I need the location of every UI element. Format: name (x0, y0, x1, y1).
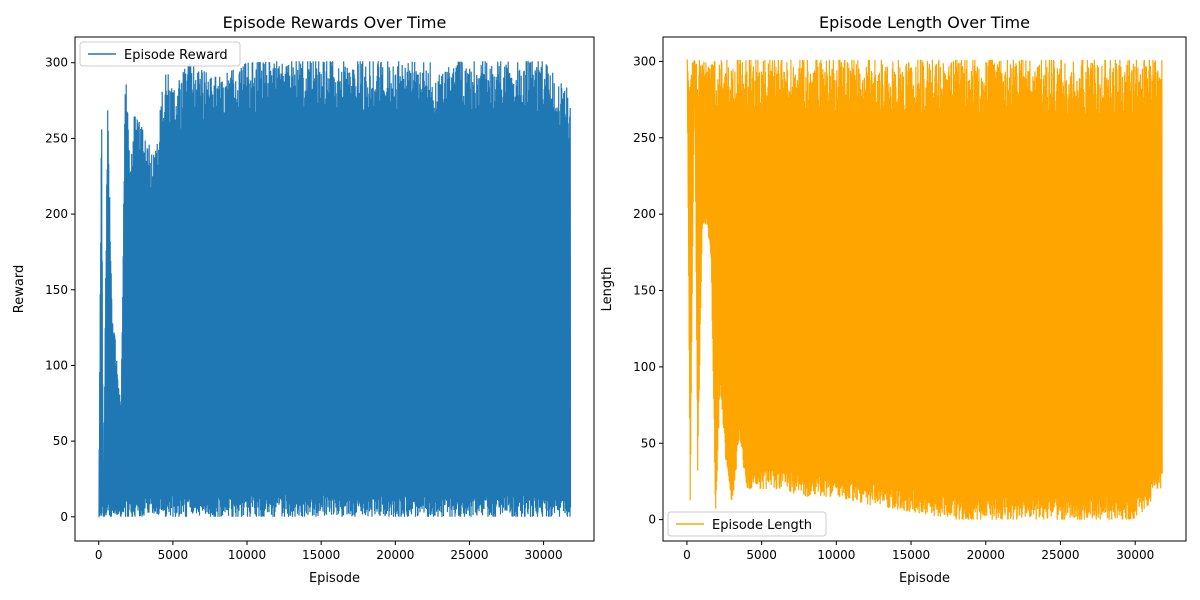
legend-0: Episode Reward (79, 41, 241, 67)
x-tick-label-0-5: 25000 (450, 548, 488, 562)
series-line-0-0 (98, 61, 572, 518)
axes-frame-1 (662, 36, 1187, 542)
y-tick-label-1-0: 0 (648, 513, 656, 527)
x-tick-label-1-3: 15000 (892, 548, 930, 562)
x-tick-label-0-4: 20000 (376, 548, 414, 562)
y-tick-label-1-3: 150 (633, 284, 656, 298)
y-tick-label-0-2: 100 (45, 358, 68, 372)
x-tick-label-0-0: 0 (95, 548, 103, 562)
x-tick-label-0-1: 5000 (158, 548, 189, 562)
y-tick-label-0-6: 300 (45, 56, 68, 70)
y-axis-label-0: Reward (12, 265, 27, 313)
chart-title-0: Episode Rewards Over Time (223, 13, 447, 32)
y-tick-label-1-5: 250 (633, 131, 656, 145)
legend-label-1: Episode Length (712, 518, 812, 533)
legend-label-0: Episode Reward (124, 48, 228, 63)
x-tick-label-1-6: 30000 (1116, 548, 1154, 562)
legend-box-1 (667, 511, 827, 537)
legend-1: Episode Length (667, 511, 827, 537)
y-tick-label-1-6: 300 (633, 54, 656, 68)
chart-panel-1: 0 5000 10000 15000 20000 25000 30000 0 50 100 150 2… (600, 13, 1187, 586)
chart-panel-0: 0 5000 10000 15000 20000 25000 30000 0 50 100 150 2… (12, 13, 595, 586)
y-tick-label-1-1: 50 (641, 436, 656, 450)
x-tick-label-1-0: 0 (683, 548, 691, 562)
y-axis-label-1: Length (600, 267, 615, 312)
y-tick-label-1-2: 100 (633, 360, 656, 374)
x-tick-label-1-5: 25000 (1041, 548, 1079, 562)
series-line-1-0 (686, 59, 1163, 520)
x-tick-label-0-2: 10000 (228, 548, 266, 562)
y-tick-label-0-3: 150 (45, 283, 68, 297)
x-tick-label-1-4: 20000 (967, 548, 1005, 562)
axes-frame-0 (74, 36, 595, 542)
y-tick-label-0-5: 250 (45, 131, 68, 145)
x-tick-label-0-3: 15000 (302, 548, 340, 562)
x-tick-label-1-2: 10000 (817, 548, 855, 562)
y-tick-label-0-4: 200 (45, 207, 68, 221)
y-tick-label-0-1: 50 (53, 434, 68, 448)
x-axis-label-0: Episode (309, 571, 360, 586)
chart-title-1: Episode Length Over Time (819, 13, 1030, 32)
y-tick-label-1-4: 200 (633, 207, 656, 221)
legend-box-0 (79, 41, 241, 67)
x-tick-label-1-1: 5000 (746, 548, 777, 562)
y-tick-label-0-0: 0 (60, 510, 68, 524)
x-axis-label-1: Episode (899, 571, 950, 586)
x-tick-label-0-6: 30000 (524, 548, 562, 562)
